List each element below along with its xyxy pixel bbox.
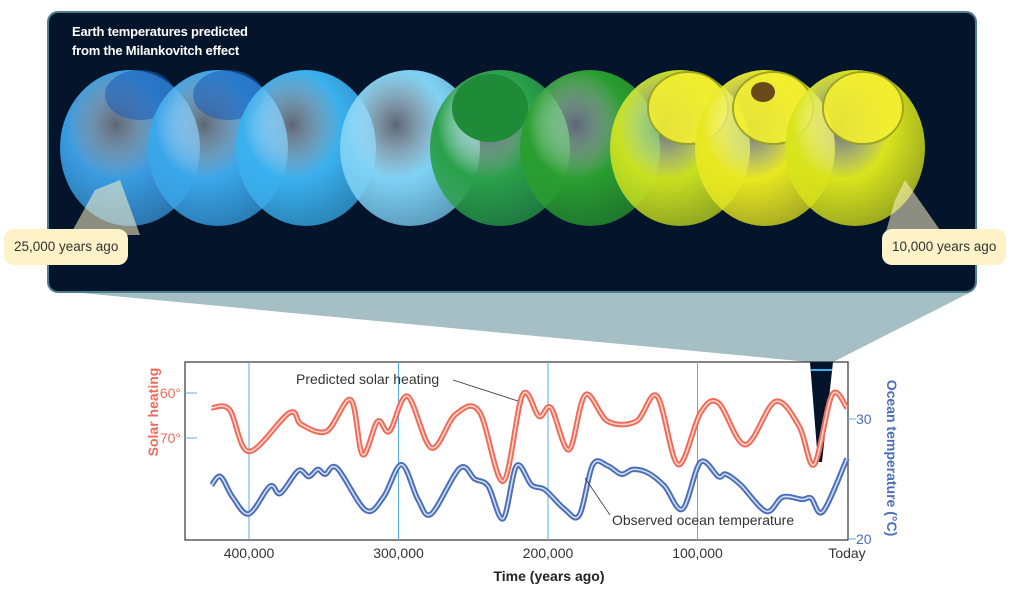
y-right-tick-label: 30 xyxy=(856,411,872,427)
globes-row xyxy=(60,70,925,226)
y-right-axis-title: Ocean temperature (°C) xyxy=(884,380,900,537)
leader-line xyxy=(584,477,611,516)
panel-title-line1: Earth temperatures predicted xyxy=(72,24,248,39)
ice-cap xyxy=(822,71,904,145)
y-left-tick-label: 60° xyxy=(160,385,181,401)
ice-cap xyxy=(193,70,263,120)
y-left-axis-title: Solar heating xyxy=(145,368,161,457)
panel-title: Earth temperatures predicted from the Mi… xyxy=(72,22,248,60)
series-line-highlight xyxy=(211,458,848,520)
left-label-callout xyxy=(70,180,140,235)
panel-title-line2: from the Milankovitch effect xyxy=(72,43,240,58)
series-line-highlight xyxy=(211,391,848,483)
globe xyxy=(236,70,376,226)
y-left-tick-label: 70° xyxy=(160,430,181,446)
label-25000-years: 25,000 years ago xyxy=(4,229,129,265)
x-tick-label: 400,000 xyxy=(224,545,275,561)
y-right-tick-label: 20 xyxy=(856,531,872,547)
right-label-callout xyxy=(885,180,940,235)
ice-cap xyxy=(105,70,175,120)
x-tick-label: Today xyxy=(828,545,865,561)
ice-cap xyxy=(452,74,528,142)
x-tick-label: 300,000 xyxy=(373,545,424,561)
x-tick-label: 100,000 xyxy=(672,545,723,561)
leader-line xyxy=(452,379,519,402)
projection-callout xyxy=(50,290,975,362)
plot-frame xyxy=(184,361,849,541)
series-label-ocean: Observed ocean temperature xyxy=(612,512,794,528)
land-spot xyxy=(751,82,775,102)
series-label-solar: Predicted solar heating xyxy=(296,371,439,387)
label-10000-years: 10,000 years ago xyxy=(882,229,1007,265)
plot-area: 400,000 300,000 200,000 100,000 Today 60° 70° 3… xyxy=(145,361,900,584)
x-tick-label: 200,000 xyxy=(523,545,574,561)
x-axis-title: Time (years ago) xyxy=(493,568,604,584)
projection-strip xyxy=(810,362,833,462)
